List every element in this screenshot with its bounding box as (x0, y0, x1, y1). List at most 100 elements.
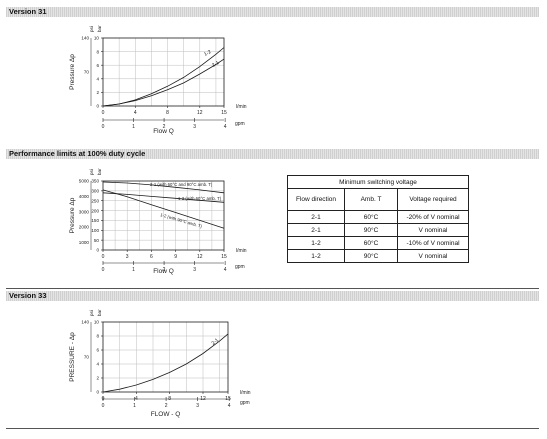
plot-frame (102, 37, 225, 107)
x-secondary-tick-label: 0 (102, 124, 105, 130)
series-line-2-1 (102, 333, 229, 393)
plot-frame (102, 180, 225, 251)
table-title: Minimum switching voltage (287, 175, 469, 189)
x-secondary-tick-label: 1 (132, 267, 135, 273)
x-secondary-unit-label: gpm (240, 400, 250, 406)
x-secondary-unit-label: gpm (235, 121, 245, 127)
y-secondary-tick-label: 5000 (79, 179, 90, 184)
table-cell-amb-t: 90°C (344, 223, 398, 237)
y-tick-label: 300 (91, 189, 99, 194)
table-row: 1-2 60°C -10% of V nominal (287, 236, 469, 250)
x-tick-label: 15 (221, 254, 227, 260)
series-label: 2-1 (211, 60, 220, 69)
y-unit-label-psi: psi (89, 169, 94, 175)
x-unit-label: l/min (236, 104, 247, 110)
x-secondary-unit-label: gpm (235, 264, 245, 270)
x-secondary-tick-label: 2 (165, 403, 168, 409)
table-cell-amb-t: 60°C (344, 236, 398, 250)
y-tick-label: 200 (91, 208, 99, 213)
y-unit-label-bar: bar (97, 25, 102, 32)
x-tick-label: 0 (102, 110, 105, 116)
x-tick-label: 3 (126, 254, 129, 260)
table-row: 1-2 90°C V nominal (287, 249, 469, 263)
y-secondary-tick-label: 2000 (79, 225, 90, 230)
x-axis-title: FLOW - Q (151, 411, 181, 418)
y-tick-label: 6 (96, 348, 99, 353)
x-tick-label: 9 (174, 254, 177, 260)
y-tick-label: 0 (96, 248, 99, 253)
series-label: 2-1 (with 60°C and 90°C amb. T) (150, 182, 213, 187)
y-tick-label: 0 (96, 104, 99, 109)
x-secondary-tick-label: 3 (193, 124, 196, 130)
y-secondary-tick-label: 140 (81, 36, 89, 41)
y-tick-label: 8 (96, 334, 99, 339)
table-row: 2-1 60°C -20% of V nominal (287, 210, 469, 224)
table-header-amb-t: Amb. T (344, 188, 398, 211)
x-axis-title: Flow Q (153, 268, 174, 275)
x-tick-label: 8 (166, 110, 169, 116)
table-cell-voltage: -20% of V nominal (397, 210, 469, 224)
y-secondary-tick-label: 3000 (79, 209, 90, 214)
y-tick-label: 6 (96, 63, 99, 68)
y-axis-title: Pressure Δp (69, 197, 76, 233)
section-divider (6, 288, 539, 289)
x-unit-label: l/min (236, 248, 247, 254)
series-line-2-1-with-60-c-and-90-c-amb-t- (102, 181, 225, 194)
bottom-divider (6, 428, 539, 429)
section-header-performance-limits: Performance limits at 100% duty cycle (6, 149, 539, 159)
switching-voltage-table: Minimum switching voltage Flow direction… (287, 175, 469, 263)
y-secondary-tick-label: 70 (84, 70, 90, 75)
plot-frame (102, 321, 229, 393)
section-header-version-33: Version 33 (6, 291, 539, 301)
x-secondary-tick-label: 4 (224, 124, 227, 130)
x-secondary-tick-label: 0 (102, 267, 105, 273)
series-label: 2-1 (211, 337, 221, 346)
x-secondary-tick-label: 3 (196, 403, 199, 409)
y-tick-label: 2 (96, 90, 99, 95)
y-unit-label-bar: bar (97, 309, 102, 316)
x-axis-title: Flow Q (153, 128, 174, 135)
table-header-voltage-required: Voltage required (397, 188, 469, 211)
y-unit-label-psi: psi (89, 310, 94, 316)
y-tick-label: 100 (91, 228, 99, 233)
y-secondary-tick-label: 140 (81, 320, 89, 325)
table-cell-voltage: V nominal (397, 249, 469, 263)
x-tick-label: 15 (221, 110, 227, 116)
table-cell-voltage: V nominal (397, 223, 469, 237)
y-tick-label: 2 (96, 376, 99, 381)
series-line-2-1 (102, 58, 225, 107)
table-cell-flow-direction: 1-2 (287, 249, 345, 263)
series-line-1-2-with-90-c-amb-t- (102, 189, 225, 229)
y-axis-title: Pressure Δp (69, 54, 76, 90)
table-cell-amb-t: 90°C (344, 249, 398, 263)
x-tick-label: 15 (225, 396, 231, 402)
section-header-version-31: Version 31 (6, 7, 539, 17)
table-cell-flow-direction: 2-1 (287, 223, 345, 237)
y-tick-label: 10 (94, 320, 100, 325)
series-label: 1-2 (203, 49, 212, 58)
x-tick-label: 0 (102, 254, 105, 260)
y-tick-label: 4 (96, 362, 99, 367)
series-label: 1-2 (with 60°C amb. T) (178, 196, 222, 201)
y-secondary-tick-label: 4000 (79, 194, 90, 199)
y-secondary-tick-label: 70 (84, 355, 90, 360)
y-tick-label: 50 (94, 238, 100, 243)
x-tick-label: 6 (150, 254, 153, 260)
x-secondary-tick-label: 1 (132, 124, 135, 130)
x-secondary-tick-label: 4 (224, 267, 227, 273)
y-tick-label: 10 (94, 36, 100, 41)
x-unit-label: l/min (240, 390, 251, 396)
x-secondary-tick-label: 2 (163, 267, 166, 273)
x-secondary-tick-label: 4 (228, 403, 231, 409)
y-unit-label-psi: psi (89, 26, 94, 32)
y-tick-label: 8 (96, 49, 99, 54)
table-cell-flow-direction: 2-1 (287, 210, 345, 224)
series-line-1-2-with-60-c-amb-t- (102, 192, 225, 203)
y-tick-label: 4 (96, 77, 99, 82)
table-header-flow-direction: Flow direction (287, 188, 345, 211)
x-secondary-tick-label: 1 (133, 403, 136, 409)
